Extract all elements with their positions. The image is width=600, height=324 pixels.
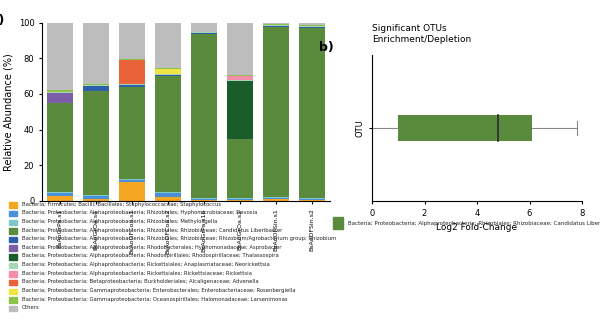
Bar: [263, 198, 289, 199]
Bar: [227, 80, 253, 81]
Bar: [47, 103, 73, 192]
Bar: [9, 272, 17, 277]
Bar: [119, 23, 145, 59]
Bar: [263, 23, 289, 25]
Bar: [299, 28, 325, 198]
Bar: [263, 27, 289, 197]
Text: Bacteria; Proteobacteria; Alphaproteobacteria; Rickettsiales; Anaplasmataceae; N: Bacteria; Proteobacteria; Alphaproteobac…: [22, 262, 270, 267]
Bar: [227, 76, 253, 80]
Bar: [155, 68, 181, 69]
Bar: [9, 306, 17, 311]
Text: a): a): [0, 14, 5, 27]
Bar: [9, 202, 17, 208]
Text: Bacteria; Proteobacteria; Alphaproteobacteria; Rhodobacterales; Hyphomonadaceae;: Bacteria; Proteobacteria; Alphaproteobac…: [22, 245, 282, 250]
Bar: [9, 228, 17, 234]
Bar: [83, 86, 109, 91]
Bar: [155, 193, 181, 197]
Bar: [155, 197, 181, 201]
Text: Bacteria; Proteobacteria; Gammaproteobacteria; Oceanospirillales; Halomonadaceae: Bacteria; Proteobacteria; Gammaproteobac…: [22, 296, 288, 302]
Bar: [299, 198, 325, 199]
X-axis label: Log2 Fold-Change: Log2 Fold-Change: [436, 223, 518, 232]
Bar: [119, 87, 145, 179]
Bar: [227, 23, 253, 75]
Text: Others: Others: [22, 305, 40, 310]
Bar: [119, 60, 145, 84]
Text: Bacteria; Proteobacteria; Gammaproteobacteria; Enterobacterales; Enterobacteriac: Bacteria; Proteobacteria; Gammaproteobac…: [22, 288, 296, 293]
Bar: [47, 92, 73, 93]
Bar: [9, 211, 17, 216]
Text: Bacteria; Proteobacteria; Alphaproteobacteria; Rickettsiales; Rickettsiaceae; Ri: Bacteria; Proteobacteria; Alphaproteobac…: [22, 271, 252, 276]
Bar: [83, 85, 109, 86]
Text: Bacteria; Firmicutes; Bacilli; Bacillales; Staphylococcaceae; Staphylococcus: Bacteria; Firmicutes; Bacilli; Bacillale…: [22, 202, 221, 207]
Bar: [227, 200, 253, 201]
Bar: [263, 199, 289, 201]
Bar: [119, 84, 145, 85]
Bar: [155, 76, 181, 192]
Bar: [191, 199, 217, 200]
Bar: [332, 217, 343, 229]
Bar: [155, 69, 181, 75]
Bar: [263, 24, 289, 25]
Bar: [9, 263, 17, 268]
Bar: [9, 237, 17, 242]
Bar: [398, 115, 532, 141]
Bar: [119, 180, 145, 182]
Bar: [83, 84, 109, 85]
Text: Bacteria; Proteobacteria; Alphaproteobacteria; Rhizobiales; Hyphomicrobiaceae; D: Bacteria; Proteobacteria; Alphaproteobac…: [22, 210, 257, 215]
Bar: [47, 93, 73, 103]
Bar: [9, 220, 17, 225]
Bar: [47, 23, 73, 90]
Bar: [299, 199, 325, 200]
Bar: [263, 197, 289, 198]
Bar: [47, 193, 73, 195]
Text: Bacteria; Proteobacteria; Alphaproteobacteria; Rhizobiales; Rhizobiaceae; Candid: Bacteria; Proteobacteria; Alphaproteobac…: [349, 221, 600, 226]
Bar: [299, 23, 325, 25]
Bar: [227, 199, 253, 200]
Y-axis label: Relative Abundance (%): Relative Abundance (%): [3, 53, 13, 171]
Bar: [9, 289, 17, 294]
Bar: [83, 91, 109, 195]
Bar: [83, 23, 109, 84]
Bar: [227, 81, 253, 139]
Bar: [191, 198, 217, 199]
Bar: [119, 85, 145, 87]
Bar: [47, 195, 73, 201]
Bar: [191, 23, 217, 32]
Text: Bacteria; Proteobacteria; Alphaproteobacteria; Rhizobiales; Rhizobiaceae; Rhizob: Bacteria; Proteobacteria; Alphaproteobac…: [22, 236, 337, 241]
Bar: [47, 192, 73, 193]
Text: Bacteria; Proteobacteria; Alphaproteobacteria; Rhizobiales; Rhizobiaceae; Candid: Bacteria; Proteobacteria; Alphaproteobac…: [22, 227, 283, 233]
Bar: [227, 139, 253, 198]
Bar: [227, 198, 253, 199]
Title: Significant OTUs
Enrichment/Depletion: Significant OTUs Enrichment/Depletion: [372, 24, 471, 44]
Bar: [263, 25, 289, 26]
Bar: [299, 27, 325, 28]
Bar: [119, 59, 145, 60]
Bar: [191, 33, 217, 34]
Bar: [155, 23, 181, 68]
Bar: [263, 26, 289, 27]
Bar: [299, 26, 325, 27]
Bar: [83, 195, 109, 199]
Bar: [155, 192, 181, 193]
Bar: [9, 280, 17, 285]
Bar: [83, 199, 109, 201]
Text: Bacteria; Proteobacteria; Alphaproteobacteria; Rhodospirillales; Rhodospirillace: Bacteria; Proteobacteria; Alphaproteobac…: [22, 253, 279, 259]
Bar: [191, 32, 217, 33]
Bar: [9, 254, 17, 260]
Bar: [155, 75, 181, 76]
Text: Bacteria; Proteobacteria; Alphaproteobacteria; Rhizobiales; Methyloligella: Bacteria; Proteobacteria; Alphaproteobac…: [22, 219, 217, 224]
Bar: [9, 246, 17, 251]
Text: b): b): [320, 40, 334, 53]
Bar: [191, 34, 217, 198]
Bar: [191, 200, 217, 201]
Bar: [299, 25, 325, 26]
Bar: [227, 75, 253, 76]
Bar: [9, 297, 17, 303]
Bar: [299, 200, 325, 201]
Text: Bacteria; Proteobacteria; Betaproteobacteria; Burkholderiales; Alcaligenaceae; A: Bacteria; Proteobacteria; Betaproteobact…: [22, 279, 259, 284]
Bar: [119, 179, 145, 180]
Bar: [191, 31, 217, 32]
Bar: [47, 90, 73, 92]
Bar: [119, 182, 145, 201]
